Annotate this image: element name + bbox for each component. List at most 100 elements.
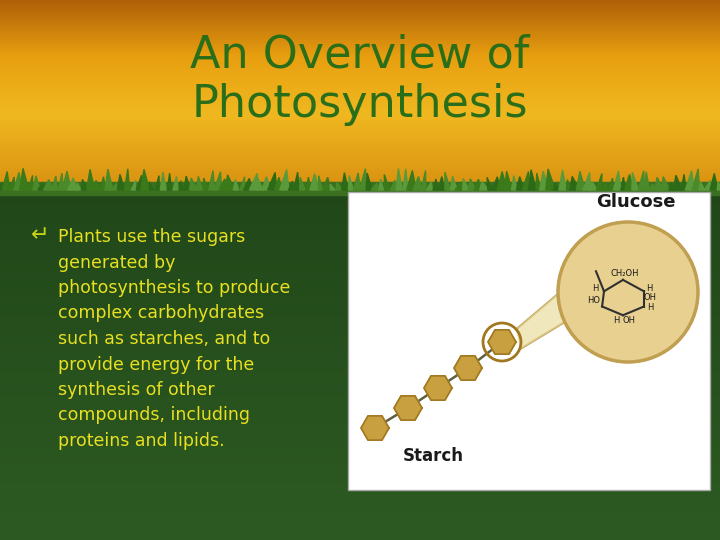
Polygon shape: [233, 180, 239, 190]
Text: compounds, including: compounds, including: [58, 407, 250, 424]
Polygon shape: [463, 179, 469, 190]
Polygon shape: [655, 177, 664, 190]
Polygon shape: [669, 183, 675, 190]
Polygon shape: [288, 181, 292, 190]
Polygon shape: [632, 172, 639, 190]
Polygon shape: [268, 172, 277, 190]
Polygon shape: [474, 179, 482, 190]
Polygon shape: [2, 172, 10, 190]
Polygon shape: [32, 176, 40, 190]
Polygon shape: [608, 178, 614, 190]
Polygon shape: [214, 172, 222, 190]
Polygon shape: [402, 169, 408, 190]
Polygon shape: [68, 178, 77, 190]
Polygon shape: [161, 172, 166, 190]
Polygon shape: [43, 180, 53, 190]
Bar: [348, 192, 710, 490]
Polygon shape: [125, 169, 130, 190]
Polygon shape: [9, 177, 14, 190]
Polygon shape: [505, 171, 512, 190]
Polygon shape: [554, 184, 560, 190]
Text: Starch: Starch: [402, 447, 464, 465]
Polygon shape: [262, 177, 271, 190]
Polygon shape: [583, 172, 591, 190]
Polygon shape: [645, 172, 649, 190]
Polygon shape: [426, 182, 433, 190]
Polygon shape: [361, 416, 389, 440]
Polygon shape: [717, 182, 720, 190]
Polygon shape: [455, 182, 464, 190]
Polygon shape: [577, 171, 585, 190]
Polygon shape: [589, 181, 597, 190]
Polygon shape: [323, 177, 330, 190]
Polygon shape: [257, 178, 264, 190]
Polygon shape: [511, 176, 517, 190]
Polygon shape: [685, 171, 694, 190]
Polygon shape: [19, 168, 29, 190]
Text: Photosynthesis: Photosynthesis: [192, 84, 528, 126]
Polygon shape: [468, 179, 476, 190]
Polygon shape: [189, 178, 198, 190]
Polygon shape: [0, 183, 3, 190]
Polygon shape: [710, 173, 718, 190]
Polygon shape: [136, 175, 142, 190]
Polygon shape: [649, 184, 657, 190]
Polygon shape: [318, 176, 323, 190]
Polygon shape: [81, 179, 88, 190]
Polygon shape: [92, 180, 102, 190]
Polygon shape: [156, 176, 159, 190]
Text: generated by: generated by: [58, 253, 176, 272]
Polygon shape: [613, 171, 621, 190]
Polygon shape: [310, 174, 320, 190]
Circle shape: [558, 222, 698, 362]
Polygon shape: [413, 177, 422, 190]
Polygon shape: [105, 169, 113, 190]
Polygon shape: [249, 173, 259, 190]
Text: provide energy for the: provide energy for the: [58, 355, 254, 374]
Polygon shape: [596, 173, 602, 190]
Polygon shape: [184, 176, 191, 190]
Polygon shape: [173, 177, 178, 190]
Polygon shape: [516, 177, 524, 190]
Polygon shape: [396, 168, 402, 190]
Polygon shape: [371, 183, 379, 190]
Polygon shape: [498, 172, 507, 190]
Polygon shape: [209, 171, 215, 190]
Text: OH: OH: [644, 293, 657, 302]
Polygon shape: [692, 169, 700, 190]
Polygon shape: [306, 177, 311, 190]
Polygon shape: [117, 174, 125, 190]
Polygon shape: [539, 171, 549, 190]
Text: complex carbohydrates: complex carbohydrates: [58, 305, 264, 322]
Polygon shape: [280, 170, 289, 190]
Polygon shape: [438, 177, 445, 190]
Polygon shape: [454, 356, 482, 380]
Polygon shape: [336, 183, 342, 190]
Polygon shape: [492, 177, 500, 190]
Text: OH: OH: [622, 316, 635, 325]
Polygon shape: [167, 173, 171, 190]
Polygon shape: [28, 176, 32, 190]
Polygon shape: [58, 173, 63, 190]
Polygon shape: [38, 183, 47, 190]
Text: H: H: [647, 303, 654, 312]
Polygon shape: [76, 183, 81, 190]
Polygon shape: [567, 180, 571, 190]
Text: synthesis of other: synthesis of other: [58, 381, 215, 399]
Polygon shape: [141, 170, 150, 190]
Text: proteins and lipids.: proteins and lipids.: [58, 432, 225, 450]
Polygon shape: [516, 273, 583, 348]
Text: Glucose: Glucose: [596, 193, 676, 211]
Polygon shape: [379, 179, 384, 190]
Polygon shape: [243, 178, 253, 190]
Polygon shape: [348, 176, 354, 190]
Text: Plants use the sugars: Plants use the sugars: [58, 228, 246, 246]
Text: H: H: [613, 316, 619, 325]
Polygon shape: [62, 171, 71, 190]
Polygon shape: [673, 176, 682, 190]
Polygon shape: [149, 182, 153, 190]
Polygon shape: [111, 184, 120, 190]
Polygon shape: [0, 182, 720, 195]
Polygon shape: [366, 173, 372, 190]
Polygon shape: [179, 181, 184, 190]
